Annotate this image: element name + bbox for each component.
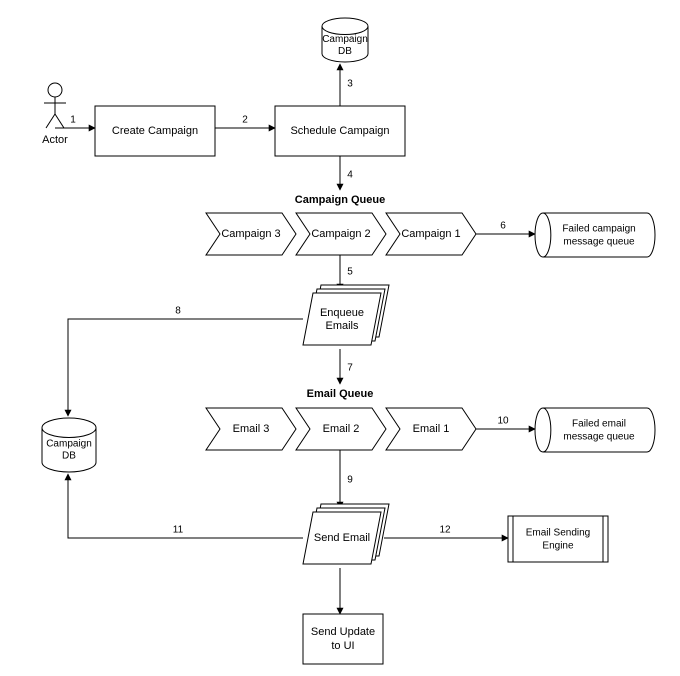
svg-text:Failed email: Failed email <box>572 419 626 430</box>
edge-label-5: 5 <box>347 267 353 278</box>
svg-text:Emails: Emails <box>325 320 359 332</box>
svg-text:message queue: message queue <box>563 432 635 443</box>
node-failed_campaign_q: Failed campaign message queue <box>535 213 655 257</box>
edge-label-6: 6 <box>500 221 506 232</box>
svg-text:to UI: to UI <box>331 640 354 652</box>
edge-8 <box>68 319 303 416</box>
node-campaign_queue_title: Campaign Queue <box>295 194 385 206</box>
svg-text:Engine: Engine <box>542 541 574 552</box>
svg-text:Schedule Campaign: Schedule Campaign <box>290 125 389 137</box>
edge-label-9: 9 <box>347 475 353 486</box>
edge-11 <box>68 474 303 538</box>
edge-label-3: 3 <box>347 79 353 90</box>
edge-label-11: 11 <box>173 525 184 536</box>
svg-text:Email Queue: Email Queue <box>307 388 374 400</box>
node-actor: Actor <box>42 83 68 146</box>
node-enqueue_emails: EnqueueEmails <box>303 285 389 345</box>
node-failed_email_q: Failed email message queue <box>535 408 655 452</box>
node-send_update_ui: Send Update to UI <box>303 614 383 664</box>
node-schedule_campaign: Schedule Campaign <box>275 106 405 156</box>
edge-label-8: 8 <box>175 306 181 317</box>
node-campaign_db_left: CampaignDB <box>42 418 96 472</box>
svg-text:Send Update: Send Update <box>311 626 375 638</box>
svg-text:Email 1: Email 1 <box>413 423 450 435</box>
node-email1: Email 1 <box>386 408 476 450</box>
node-email_queue_title: Email Queue <box>307 388 374 400</box>
svg-text:DB: DB <box>62 451 76 462</box>
node-send_email: Send Email <box>303 504 389 564</box>
node-campaign1: Campaign 1 <box>386 213 476 255</box>
svg-text:Campaign: Campaign <box>322 34 368 45</box>
svg-text:Campaign 1: Campaign 1 <box>401 228 460 240</box>
svg-text:Enqueue: Enqueue <box>320 307 364 319</box>
svg-text:Campaign Queue: Campaign Queue <box>295 194 385 206</box>
svg-text:Email 2: Email 2 <box>323 423 360 435</box>
edge-label-2: 2 <box>242 115 248 126</box>
svg-text:DB: DB <box>338 46 352 57</box>
svg-text:Send Email: Send Email <box>314 532 370 544</box>
nodes-layer: Actor Create Campaign Schedule Campaign Cam… <box>42 18 655 664</box>
edge-label-4: 4 <box>347 170 353 181</box>
node-campaign_db_top: CampaignDB <box>322 18 368 62</box>
edge-label-1: 1 <box>70 115 76 126</box>
edge-label-7: 7 <box>347 363 353 374</box>
svg-text:Actor: Actor <box>42 134 68 146</box>
svg-text:Campaign 2: Campaign 2 <box>311 228 370 240</box>
svg-text:message queue: message queue <box>563 237 635 248</box>
svg-text:Email 3: Email 3 <box>233 423 270 435</box>
node-email3: Email 3 <box>206 408 296 450</box>
node-campaign3: Campaign 3 <box>206 213 296 255</box>
edge-label-10: 10 <box>497 416 509 427</box>
edge-label-12: 12 <box>439 525 451 536</box>
node-email2: Email 2 <box>296 408 386 450</box>
svg-text:Campaign 3: Campaign 3 <box>221 228 280 240</box>
node-create_campaign: Create Campaign <box>95 106 215 156</box>
svg-text:Email Sending: Email Sending <box>526 528 590 539</box>
svg-text:Create Campaign: Create Campaign <box>112 125 198 137</box>
svg-text:Failed campaign: Failed campaign <box>562 224 635 235</box>
node-campaign2: Campaign 2 <box>296 213 386 255</box>
svg-text:Campaign: Campaign <box>46 439 92 450</box>
node-email_engine: Email Sending Engine <box>508 516 608 562</box>
